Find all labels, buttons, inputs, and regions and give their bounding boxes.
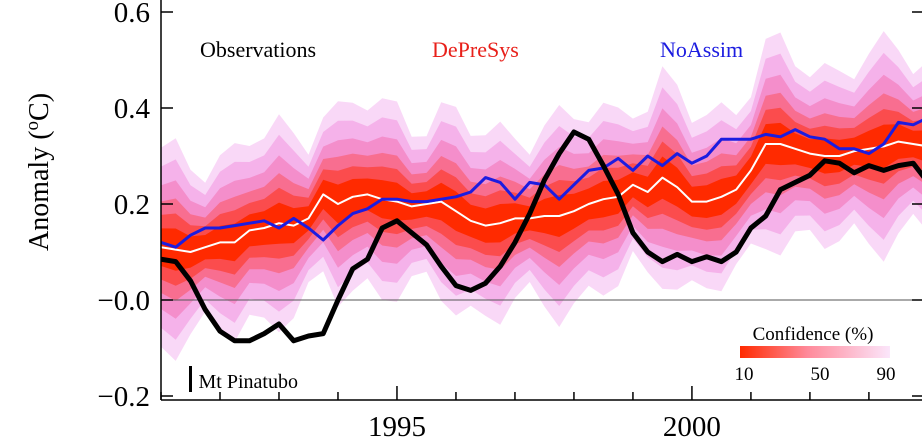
y-tick-label-0: 0.6: [114, 0, 150, 29]
colorbar-title: Confidence (%): [753, 324, 874, 345]
confidence-band: [161, 31, 922, 361]
confidence-band-level-5: [161, 122, 922, 271]
confidence-colorbar: Confidence (%) 10 50 90: [735, 324, 896, 385]
colorbar-label-90: 90: [877, 364, 896, 385]
y-tick-label-4: −0.2: [97, 381, 150, 413]
series-lines: [161, 118, 922, 344]
y-tick-label-1: 0.4: [114, 93, 151, 125]
y-axis-label-sup: o: [22, 121, 43, 131]
x-tick-label-1: 2000: [663, 411, 721, 443]
confidence-band-level-4: [161, 107, 922, 286]
pinatubo-annotation: Mt Pinatubo: [188, 366, 298, 393]
colorbar-label-50: 50: [811, 364, 830, 385]
y-axis-ticks: 0.6 0.4 0.2 −0.0 −0.2: [97, 0, 922, 413]
legend-depresys: DePreSys: [432, 37, 519, 62]
legend-noassim: NoAssim: [660, 37, 743, 62]
legend-observations: Observations: [200, 37, 316, 62]
x-axis-ticks: 1995 2000: [160, 386, 870, 443]
pinatubo-label: Mt Pinatubo: [198, 371, 297, 393]
y-axis-label-main: Anomaly (: [24, 130, 55, 251]
x-tick-label-0: 1995: [368, 411, 426, 443]
y-axis-label-unit: C): [24, 93, 55, 121]
y-axis-label: Anomaly (oC): [22, 93, 55, 251]
colorbar-gradient: [740, 346, 890, 358]
series-line-depresys: [161, 140, 922, 253]
colorbar-label-10: 10: [735, 364, 754, 385]
y-tick-label-2: 0.2: [114, 189, 150, 221]
y-tick-label-3: −0.0: [97, 285, 150, 317]
series-line-observations: [161, 129, 922, 344]
